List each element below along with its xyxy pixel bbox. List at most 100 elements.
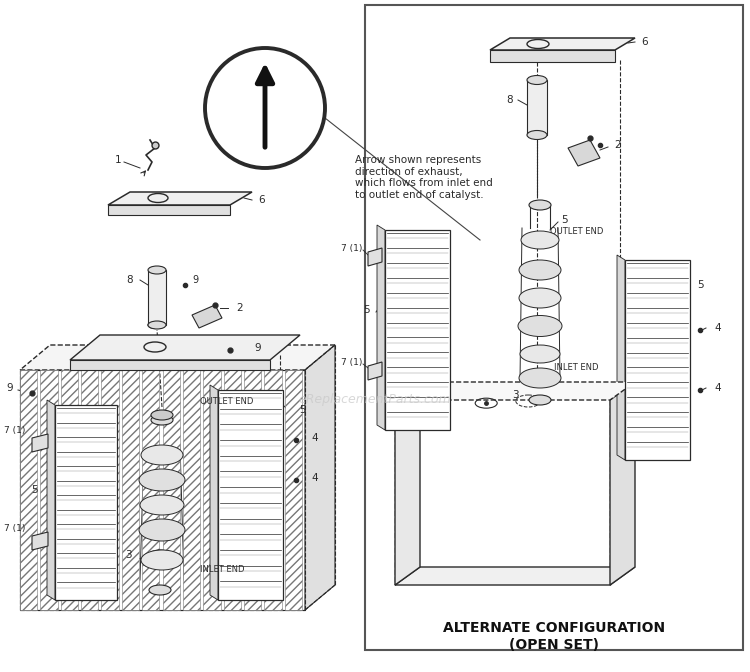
Text: 6: 6 xyxy=(642,37,648,47)
Text: INLET END: INLET END xyxy=(200,566,244,575)
Ellipse shape xyxy=(149,585,171,595)
Polygon shape xyxy=(122,370,139,610)
Text: 4: 4 xyxy=(312,473,318,483)
Polygon shape xyxy=(625,260,690,460)
Ellipse shape xyxy=(529,200,551,210)
Ellipse shape xyxy=(139,519,185,541)
Ellipse shape xyxy=(151,410,173,420)
Text: 7 (1): 7 (1) xyxy=(4,425,26,435)
Ellipse shape xyxy=(149,550,171,560)
Polygon shape xyxy=(368,248,382,266)
Polygon shape xyxy=(527,80,547,135)
Polygon shape xyxy=(395,382,635,400)
Polygon shape xyxy=(142,370,160,610)
Polygon shape xyxy=(108,205,230,215)
Ellipse shape xyxy=(529,395,551,405)
Ellipse shape xyxy=(519,288,561,308)
Text: 5: 5 xyxy=(562,215,568,225)
Text: 7 (1): 7 (1) xyxy=(4,523,26,532)
Polygon shape xyxy=(224,370,241,610)
Text: 8: 8 xyxy=(127,275,134,285)
Polygon shape xyxy=(385,230,450,430)
Text: 8: 8 xyxy=(507,95,513,105)
Text: 1: 1 xyxy=(115,155,122,165)
Polygon shape xyxy=(101,370,118,610)
Text: ALTERNATE CONFIGURATION: ALTERNATE CONFIGURATION xyxy=(443,621,665,635)
Ellipse shape xyxy=(141,550,183,570)
Polygon shape xyxy=(108,192,252,205)
Polygon shape xyxy=(61,370,78,610)
Polygon shape xyxy=(210,385,218,600)
Polygon shape xyxy=(40,370,58,610)
Ellipse shape xyxy=(527,130,547,140)
Polygon shape xyxy=(20,345,335,370)
Ellipse shape xyxy=(518,315,562,337)
Text: 3: 3 xyxy=(124,550,131,560)
Text: 3: 3 xyxy=(512,390,518,400)
Text: 9: 9 xyxy=(7,383,13,393)
Text: (OPEN SET): (OPEN SET) xyxy=(509,638,599,652)
Text: 5: 5 xyxy=(697,280,703,290)
Text: 5: 5 xyxy=(32,485,38,495)
Polygon shape xyxy=(32,532,48,550)
Polygon shape xyxy=(395,567,635,585)
Text: 4: 4 xyxy=(715,323,722,333)
Polygon shape xyxy=(490,50,615,62)
Text: 2: 2 xyxy=(237,303,243,313)
Ellipse shape xyxy=(148,266,166,274)
Text: 9: 9 xyxy=(255,343,261,353)
Polygon shape xyxy=(192,305,222,328)
Text: 7 (1): 7 (1) xyxy=(341,243,363,253)
Polygon shape xyxy=(568,140,600,166)
Text: 9: 9 xyxy=(192,275,198,285)
Polygon shape xyxy=(285,370,302,610)
Polygon shape xyxy=(490,38,635,50)
Ellipse shape xyxy=(151,415,173,425)
Text: 6: 6 xyxy=(259,195,266,205)
Text: 2: 2 xyxy=(615,140,621,150)
Ellipse shape xyxy=(148,321,166,329)
Polygon shape xyxy=(617,255,625,460)
Text: Arrow shown represents
direction of exhaust,
which flows from inlet end
to outle: Arrow shown represents direction of exha… xyxy=(355,155,493,200)
Polygon shape xyxy=(20,370,305,610)
Ellipse shape xyxy=(148,321,162,329)
Ellipse shape xyxy=(140,495,184,515)
Polygon shape xyxy=(610,382,635,585)
Ellipse shape xyxy=(141,445,183,465)
Polygon shape xyxy=(163,370,180,610)
Polygon shape xyxy=(70,335,300,360)
Text: 4: 4 xyxy=(312,433,318,443)
Polygon shape xyxy=(203,370,220,610)
Text: OUTLET END: OUTLET END xyxy=(200,398,254,407)
Ellipse shape xyxy=(527,75,547,85)
Polygon shape xyxy=(55,405,117,600)
Polygon shape xyxy=(148,270,166,325)
Polygon shape xyxy=(70,360,270,370)
Text: INLET END: INLET END xyxy=(554,364,598,372)
Text: 5: 5 xyxy=(298,405,305,415)
Ellipse shape xyxy=(519,368,561,388)
Polygon shape xyxy=(264,370,281,610)
Ellipse shape xyxy=(519,260,561,280)
Polygon shape xyxy=(368,362,382,380)
Text: eReplacementParts.com: eReplacementParts.com xyxy=(298,394,452,407)
Polygon shape xyxy=(47,400,55,600)
Polygon shape xyxy=(32,434,48,452)
Polygon shape xyxy=(305,345,335,610)
Polygon shape xyxy=(218,390,283,600)
Polygon shape xyxy=(81,370,98,610)
Text: OUTLET END: OUTLET END xyxy=(550,228,603,237)
Polygon shape xyxy=(183,370,200,610)
Text: 5: 5 xyxy=(364,305,370,315)
Circle shape xyxy=(205,48,325,168)
Ellipse shape xyxy=(521,231,559,249)
Polygon shape xyxy=(395,382,420,585)
Bar xyxy=(365,5,743,650)
Text: 4: 4 xyxy=(715,383,722,393)
Text: 7 (1): 7 (1) xyxy=(341,358,363,366)
Ellipse shape xyxy=(520,345,560,363)
Polygon shape xyxy=(244,370,261,610)
Polygon shape xyxy=(20,370,38,610)
Polygon shape xyxy=(377,225,385,430)
Ellipse shape xyxy=(139,469,185,491)
